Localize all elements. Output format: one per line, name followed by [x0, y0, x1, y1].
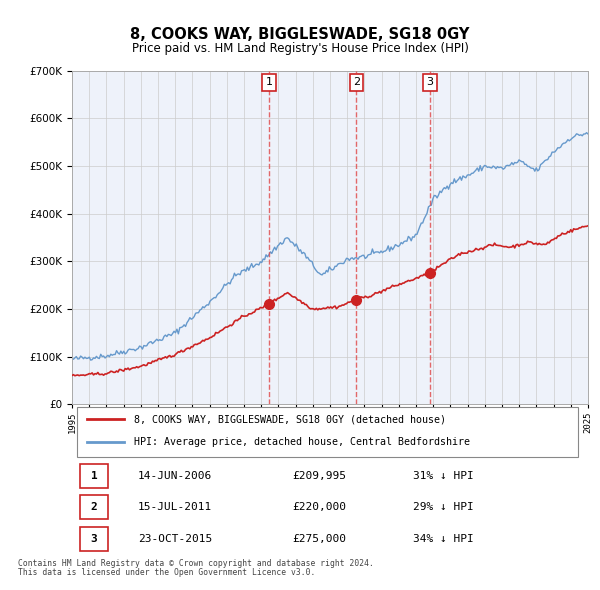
Text: HPI: Average price, detached house, Central Bedfordshire: HPI: Average price, detached house, Cent…	[134, 437, 470, 447]
Text: Contains HM Land Registry data © Crown copyright and database right 2024.: Contains HM Land Registry data © Crown c…	[18, 559, 374, 568]
Bar	[80, 464, 108, 488]
Text: £220,000: £220,000	[293, 502, 347, 512]
Text: 8, COOKS WAY, BIGGLESWADE, SG18 0GY (detached house): 8, COOKS WAY, BIGGLESWADE, SG18 0GY (det…	[134, 414, 446, 424]
Text: 3: 3	[91, 534, 97, 544]
Text: 15-JUL-2011: 15-JUL-2011	[138, 502, 212, 512]
Text: £275,000: £275,000	[293, 534, 347, 544]
Bar	[80, 496, 108, 519]
Text: £209,995: £209,995	[293, 471, 347, 481]
Text: 34% ↓ HPI: 34% ↓ HPI	[413, 534, 474, 544]
Text: 1: 1	[91, 471, 97, 481]
Bar	[80, 527, 108, 551]
Text: 2: 2	[353, 77, 360, 87]
Text: 8, COOKS WAY, BIGGLESWADE, SG18 0GY: 8, COOKS WAY, BIGGLESWADE, SG18 0GY	[130, 27, 470, 41]
Text: This data is licensed under the Open Government Licence v3.0.: This data is licensed under the Open Gov…	[18, 568, 316, 577]
Text: 1: 1	[265, 77, 272, 87]
Text: 29% ↓ HPI: 29% ↓ HPI	[413, 502, 474, 512]
Text: 31% ↓ HPI: 31% ↓ HPI	[413, 471, 474, 481]
Text: 3: 3	[427, 77, 433, 87]
Text: 2: 2	[91, 502, 97, 512]
Text: Price paid vs. HM Land Registry's House Price Index (HPI): Price paid vs. HM Land Registry's House …	[131, 42, 469, 55]
Text: 14-JUN-2006: 14-JUN-2006	[138, 471, 212, 481]
Text: 23-OCT-2015: 23-OCT-2015	[138, 534, 212, 544]
